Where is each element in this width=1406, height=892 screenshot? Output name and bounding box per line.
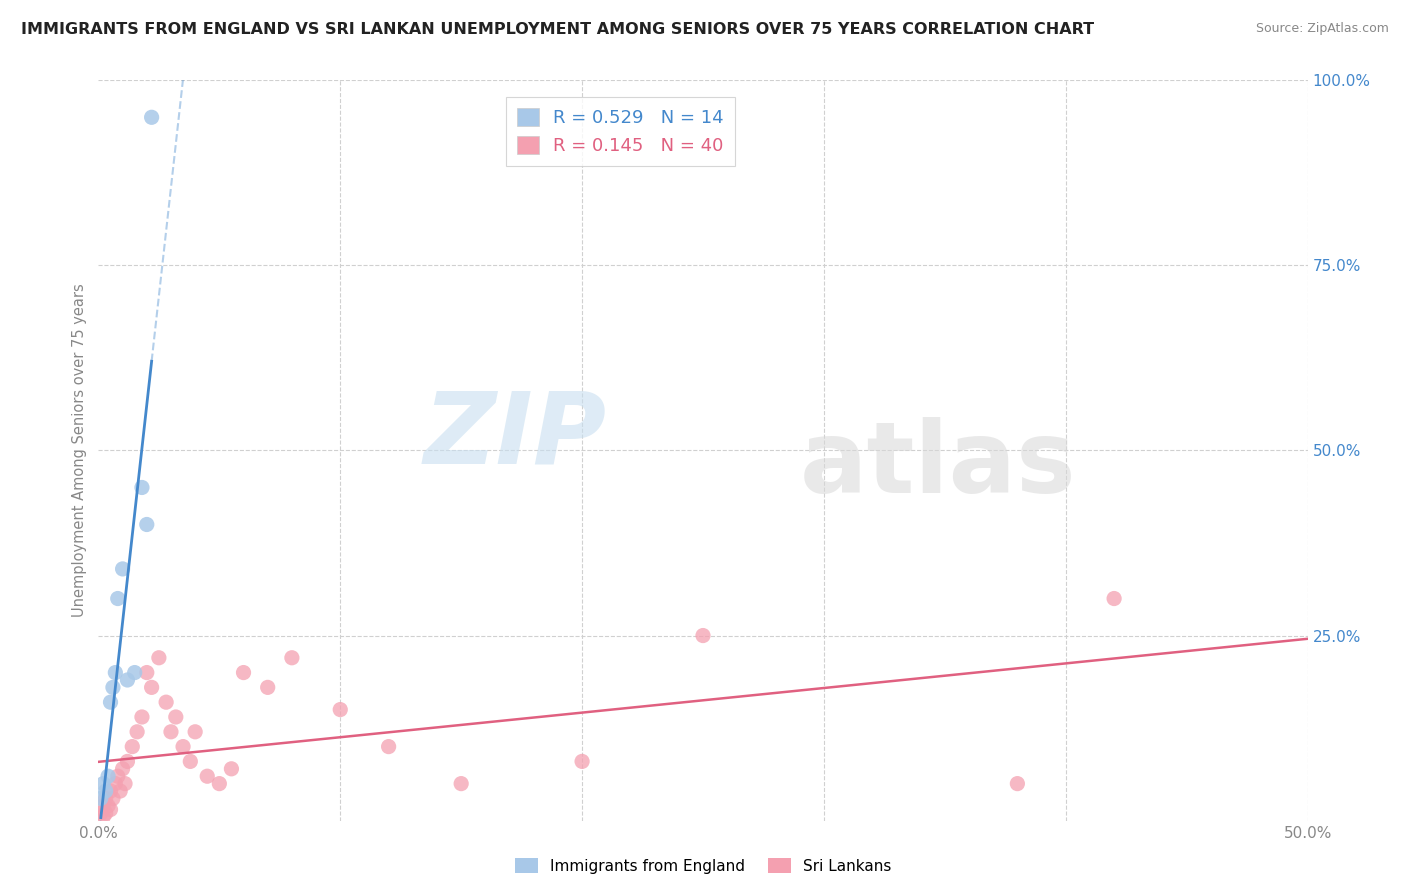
Point — [121, 739, 143, 754]
Point — [450, 776, 472, 791]
Point — [571, 755, 593, 769]
Point — [90, 791, 112, 805]
Point — [97, 769, 120, 783]
Point — [100, 803, 122, 817]
Point — [141, 111, 163, 125]
Point — [155, 695, 177, 709]
Point — [97, 798, 120, 813]
Point — [100, 695, 122, 709]
Point — [179, 755, 201, 769]
Point — [184, 724, 207, 739]
Point — [692, 628, 714, 642]
Point — [117, 673, 139, 687]
Text: atlas: atlas — [800, 417, 1077, 514]
Point — [172, 739, 194, 754]
Text: IMMIGRANTS FROM ENGLAND VS SRI LANKAN UNEMPLOYMENT AMONG SENIORS OVER 75 YEARS C: IMMIGRANTS FROM ENGLAND VS SRI LANKAN UN… — [21, 22, 1094, 37]
Point — [1007, 776, 1029, 791]
Point — [101, 681, 124, 695]
Point — [232, 665, 254, 680]
Point — [111, 562, 134, 576]
Legend: Immigrants from England, Sri Lankans: Immigrants from England, Sri Lankans — [509, 852, 897, 880]
Point — [1102, 591, 1125, 606]
Point — [101, 791, 124, 805]
Point — [104, 776, 127, 791]
Point — [107, 769, 129, 783]
Point — [114, 776, 136, 791]
Legend: R = 0.529   N = 14, R = 0.145   N = 40: R = 0.529 N = 14, R = 0.145 N = 40 — [506, 96, 735, 166]
Point — [131, 480, 153, 494]
Point — [91, 776, 114, 791]
Point — [104, 665, 127, 680]
Point — [91, 798, 114, 813]
Point — [141, 681, 163, 695]
Point — [148, 650, 170, 665]
Y-axis label: Unemployment Among Seniors over 75 years: Unemployment Among Seniors over 75 years — [72, 284, 87, 617]
Point — [221, 762, 243, 776]
Point — [127, 724, 149, 739]
Point — [195, 769, 218, 783]
Point — [100, 784, 122, 798]
Point — [208, 776, 231, 791]
Point — [124, 665, 146, 680]
Point — [135, 665, 157, 680]
Point — [135, 517, 157, 532]
Point — [377, 739, 399, 754]
Point — [117, 755, 139, 769]
Text: ZIP: ZIP — [423, 387, 606, 484]
Point — [111, 762, 134, 776]
Point — [281, 650, 304, 665]
Point — [256, 681, 278, 695]
Point — [94, 784, 117, 798]
Text: Source: ZipAtlas.com: Source: ZipAtlas.com — [1256, 22, 1389, 36]
Point — [90, 806, 112, 821]
Point — [131, 710, 153, 724]
Point — [108, 784, 131, 798]
Point — [94, 791, 117, 805]
Point — [160, 724, 183, 739]
Point — [107, 591, 129, 606]
Point — [329, 703, 352, 717]
Point — [94, 806, 117, 821]
Point — [91, 810, 114, 824]
Point — [165, 710, 187, 724]
